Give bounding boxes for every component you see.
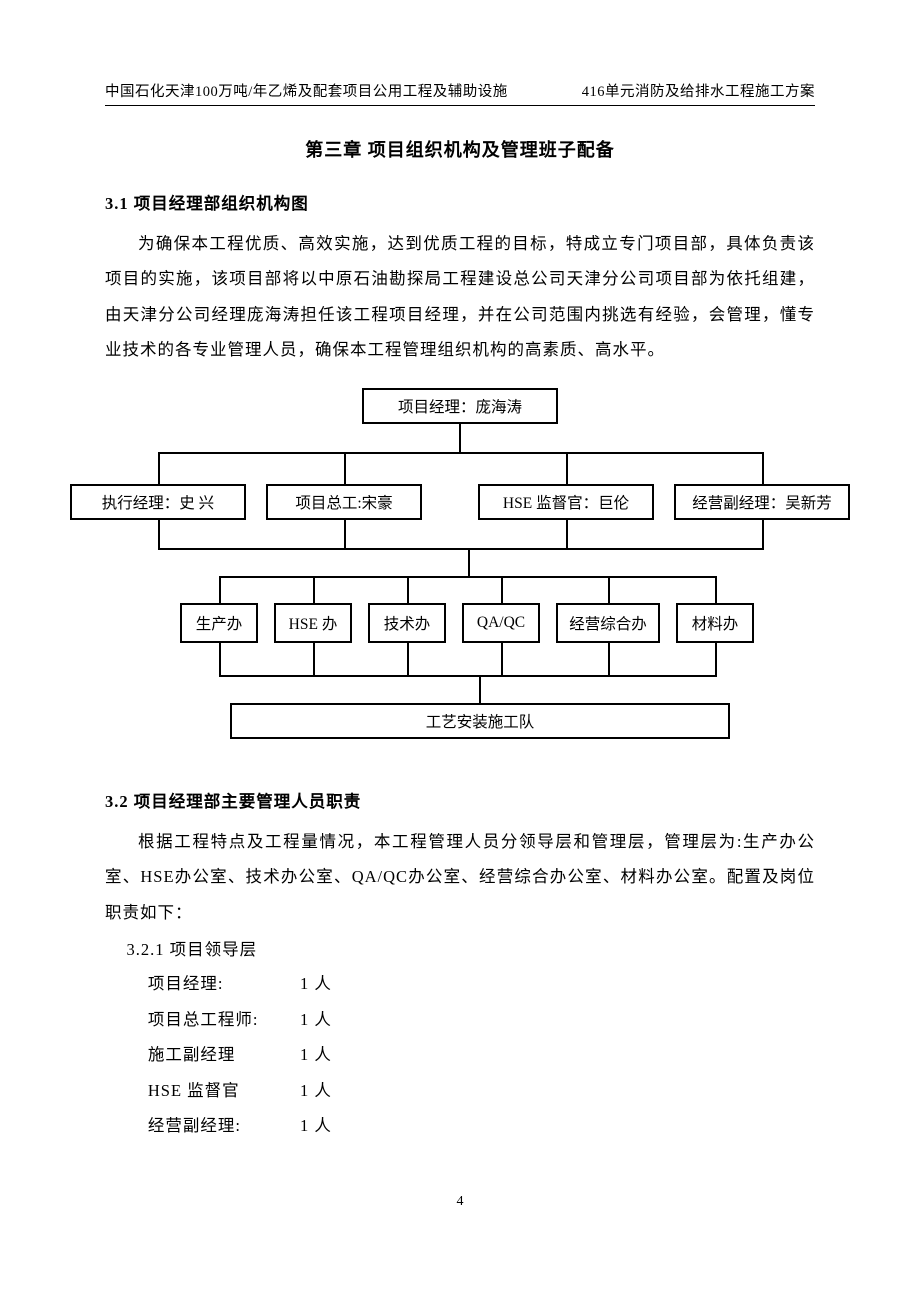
role-row: 项目总工程师:1 人: [105, 1002, 815, 1037]
org-connector: [344, 452, 346, 484]
org-connector: [313, 643, 315, 675]
role-count: 1 人: [300, 1073, 332, 1108]
role-label: HSE 监督官: [105, 1073, 300, 1108]
section-3-2-1-heading: 3.2.1 项目领导层: [126, 936, 815, 960]
roles-list: 项目经理:1 人项目总工程师:1 人施工副经理1 人HSE 监督官1 人经营副经…: [105, 966, 815, 1143]
section-3-2-heading: 3.2 项目经理部主要管理人员职责: [105, 788, 815, 812]
org-connector: [762, 520, 764, 550]
org-connector: [407, 576, 409, 603]
role-row: HSE 监督官1 人: [105, 1073, 815, 1108]
org-connector: [219, 576, 221, 603]
page-number: 4: [105, 1194, 815, 1210]
org-connector: [468, 550, 470, 576]
header-right: 416单元消防及给排水工程施工方案: [582, 80, 815, 101]
org-node-l3-5: 材料办: [676, 603, 754, 643]
section-3-1-para: 为确保本工程优质、高效实施，达到优质工程的目标，特成立专门项目部，具体负责该项目…: [105, 226, 815, 368]
section-3-2-para: 根据工程特点及工程量情况，本工程管理人员分领导层和管理层，管理层为:生产办公室、…: [105, 824, 815, 930]
org-connector: [762, 452, 764, 484]
section-3-1-heading: 3.1 项目经理部组织机构图: [105, 190, 815, 214]
role-row: 项目经理:1 人: [105, 966, 815, 1001]
org-node-l3-4: 经营综合办: [556, 603, 660, 643]
org-connector: [344, 520, 346, 550]
org-node-l3-1: HSE 办: [274, 603, 352, 643]
chapter-title: 第三章 项目组织机构及管理班子配备: [105, 136, 815, 162]
org-connector: [566, 520, 568, 550]
org-connector: [313, 576, 315, 603]
org-connector: [158, 452, 160, 484]
org-connector: [501, 643, 503, 675]
role-row: 施工副经理1 人: [105, 1037, 815, 1072]
role-label: 项目总工程师:: [105, 1002, 300, 1037]
role-count: 1 人: [300, 1037, 332, 1072]
org-connector: [219, 576, 716, 578]
org-connector: [158, 452, 762, 454]
org-connector: [479, 677, 481, 703]
org-node-l2-0: 执行经理：史 兴: [70, 484, 246, 520]
org-connector: [608, 576, 610, 603]
org-node-pm: 项目经理：庞海涛: [362, 388, 558, 424]
role-count: 1 人: [300, 966, 332, 1001]
document-page: 中国石化天津100万吨/年乙烯及配套项目公用工程及辅助设施 416单元消防及给排…: [0, 0, 920, 1270]
org-connector: [566, 452, 568, 484]
org-node-l3-0: 生产办: [180, 603, 258, 643]
role-count: 1 人: [300, 1002, 332, 1037]
org-connector: [158, 520, 160, 550]
org-node-l3-3: QA/QC: [462, 603, 540, 643]
role-count: 1 人: [300, 1108, 332, 1143]
org-chart: 项目经理：庞海涛执行经理：史 兴项目总工:宋豪 HSE 监督官：巨伦经营副经理：吴…: [70, 388, 850, 758]
org-connector: [715, 576, 717, 603]
role-label: 项目经理:: [105, 966, 300, 1001]
org-node-l3-2: 技术办: [368, 603, 446, 643]
org-connector: [608, 643, 610, 675]
org-connector: [219, 675, 717, 677]
org-connector: [407, 643, 409, 675]
role-label: 施工副经理: [105, 1037, 300, 1072]
org-node-l2-2: HSE 监督官：巨伦: [478, 484, 654, 520]
role-row: 经营副经理:1 人: [105, 1108, 815, 1143]
org-connector: [219, 643, 221, 675]
header-left: 中国石化天津100万吨/年乙烯及配套项目公用工程及辅助设施: [105, 80, 508, 101]
org-node-l2-3: 经营副经理：吴新芳: [674, 484, 850, 520]
org-connector: [715, 643, 717, 675]
org-connector: [459, 424, 461, 452]
org-node-bottom: 工艺安装施工队: [230, 703, 730, 739]
org-connector: [501, 576, 503, 603]
org-node-l2-1: 项目总工:宋豪: [266, 484, 422, 520]
org-connector: [158, 548, 764, 550]
role-label: 经营副经理:: [105, 1108, 300, 1143]
page-header: 中国石化天津100万吨/年乙烯及配套项目公用工程及辅助设施 416单元消防及给排…: [105, 80, 815, 106]
